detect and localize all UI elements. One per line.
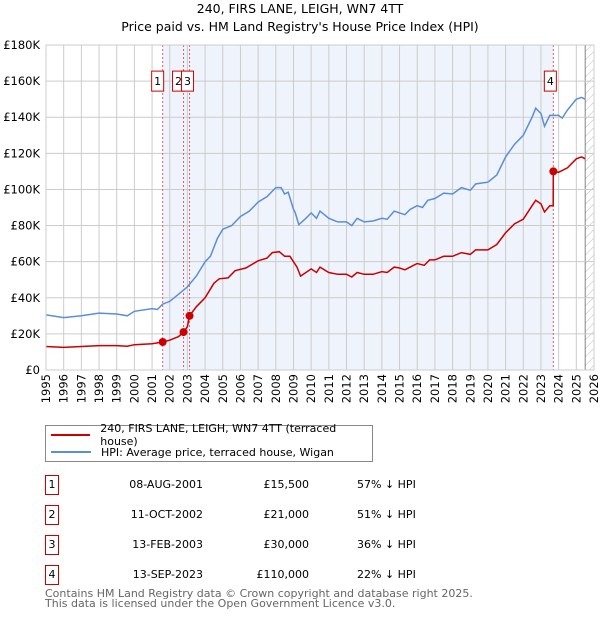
footer: Contains HM Land Registry data © Crown c… [45, 587, 473, 610]
sale-number-badge: 3 [45, 535, 59, 555]
y-tick-label: £0 [25, 363, 40, 377]
x-tick-label: 2000 [127, 374, 141, 403]
x-tick-label: 1995 [39, 374, 53, 403]
y-tick-label: £180K [3, 38, 40, 52]
table-row: 3 13-FEB-2003 £30,000 36% ↓ HPI [45, 535, 445, 555]
sale-hpi-diff: 36% ↓ HPI [357, 538, 416, 551]
sale-date: 13-FEB-2003 [132, 538, 203, 551]
x-tick-label: 2001 [145, 374, 159, 403]
x-tick-label: 1997 [74, 374, 88, 403]
sale-point [158, 338, 167, 347]
x-tick-label: 2004 [198, 374, 212, 403]
sale-price: £21,000 [263, 508, 310, 521]
x-tick-label: 2014 [375, 374, 389, 403]
sale-date: 11-OCT-2002 [130, 508, 203, 521]
x-tick-label: 2024 [552, 374, 566, 403]
x-tick-label: 2002 [163, 374, 177, 403]
y-tick-label: £120K [3, 146, 40, 160]
sale-number-badge: 4 [45, 565, 59, 585]
y-tick-label: £60K [11, 255, 41, 269]
sale-hpi-diff: 57% ↓ HPI [357, 478, 416, 491]
sale-date: 08-AUG-2001 [129, 478, 203, 491]
x-tick-label: 2006 [233, 374, 247, 403]
sale-hpi-diff: 51% ↓ HPI [357, 508, 416, 521]
x-tick-label: 2016 [410, 374, 424, 403]
shaded-ownership-region [162, 45, 554, 370]
footer-copyright: Contains HM Land Registry data © Crown c… [45, 587, 473, 600]
sale-price: £110,000 [256, 568, 310, 581]
chart-subtitle: Price paid vs. HM Land Registry's House … [121, 19, 479, 34]
footer-licence: This data is licensed under the Open Gov… [45, 597, 396, 610]
x-tick-label: 2026 [587, 374, 600, 403]
x-tick-label: 2025 [569, 374, 583, 403]
sale-label-box [151, 70, 165, 92]
x-tick-label: 2017 [428, 374, 442, 403]
x-tick-label: 2022 [516, 374, 530, 403]
legend-item-hpi: HPI: Average price, terraced house, Wiga… [46, 444, 334, 460]
y-tick-label: £100K [3, 182, 40, 196]
sale-number-badge: 1 [45, 475, 59, 495]
legend-swatch-red [51, 434, 91, 436]
sale-label-number: 3 [184, 75, 191, 88]
x-tick-label: 2020 [481, 374, 495, 403]
x-tick-label: 2003 [180, 374, 194, 403]
y-tick-label: £140K [3, 110, 40, 124]
legend: 240, FIRS LANE, LEIGH, WN7 4TT (terraced… [45, 422, 373, 462]
table-row: 4 13-SEP-2023 £110,000 22% ↓ HPI [45, 565, 445, 585]
x-tick-label: 2011 [322, 374, 336, 403]
chart-title: 240, FIRS LANE, LEIGH, WN7 4TT [196, 1, 404, 16]
sale-hpi-diff: 22% ↓ HPI [357, 568, 416, 581]
sale-label-number: 4 [547, 75, 554, 88]
sale-price: £30,000 [263, 538, 310, 551]
sale-label-number: 2 [175, 75, 182, 88]
x-tick-label: 2008 [269, 374, 283, 403]
x-tick-label: 2015 [393, 374, 407, 403]
series-line [45, 156, 586, 349]
x-tick-label: 1999 [110, 374, 124, 403]
sale-point [549, 167, 558, 176]
legend-label: HPI: Average price, terraced house, Wiga… [101, 445, 334, 459]
sale-point [185, 311, 194, 320]
series-line [45, 96, 586, 319]
x-tick-label: 2007 [251, 374, 265, 403]
x-tick-label: 2021 [499, 374, 513, 403]
x-tick-label: 2009 [286, 374, 300, 403]
x-tick-label: 2019 [463, 374, 477, 403]
legend-item-property: 240, FIRS LANE, LEIGH, WN7 4TT (terraced… [46, 422, 372, 448]
y-tick-label: £160K [3, 74, 40, 88]
x-tick-label: 2005 [216, 374, 230, 403]
legend-swatch-blue [51, 451, 91, 453]
legend-label: 240, FIRS LANE, LEIGH, WN7 4TT (terraced… [100, 422, 337, 448]
x-tick-label: 2010 [304, 374, 318, 403]
sale-date: 13-SEP-2023 [132, 568, 203, 581]
plot-border [45, 44, 595, 371]
x-tick-label: 2018 [446, 374, 460, 403]
table-row: 2 11-OCT-2002 £21,000 51% ↓ HPI [45, 505, 445, 525]
table-row: 1 08-AUG-2001 £15,500 57% ↓ HPI [45, 475, 445, 495]
x-tick-label: 2023 [534, 374, 548, 403]
y-tick-label: £80K [11, 219, 41, 233]
sale-label-box [181, 70, 195, 92]
price-chart: 1995 1996 1997 1998 1999 2000 2001 2002 2003 2004… [3, 38, 600, 403]
sale-point [179, 328, 188, 337]
hatched-future-region [585, 45, 594, 370]
x-tick-label: 2012 [340, 374, 354, 403]
x-tick-label: 1996 [57, 374, 71, 403]
y-tick-label: £20K [11, 327, 41, 341]
sale-price: £15,500 [263, 478, 310, 491]
sale-number-badge: 2 [45, 505, 59, 525]
sale-label-box [543, 70, 557, 92]
sale-label-number: 1 [154, 75, 161, 88]
y-tick-label: £40K [11, 291, 41, 305]
x-tick-label: 2013 [357, 374, 371, 403]
x-tick-label: 1998 [92, 374, 106, 403]
